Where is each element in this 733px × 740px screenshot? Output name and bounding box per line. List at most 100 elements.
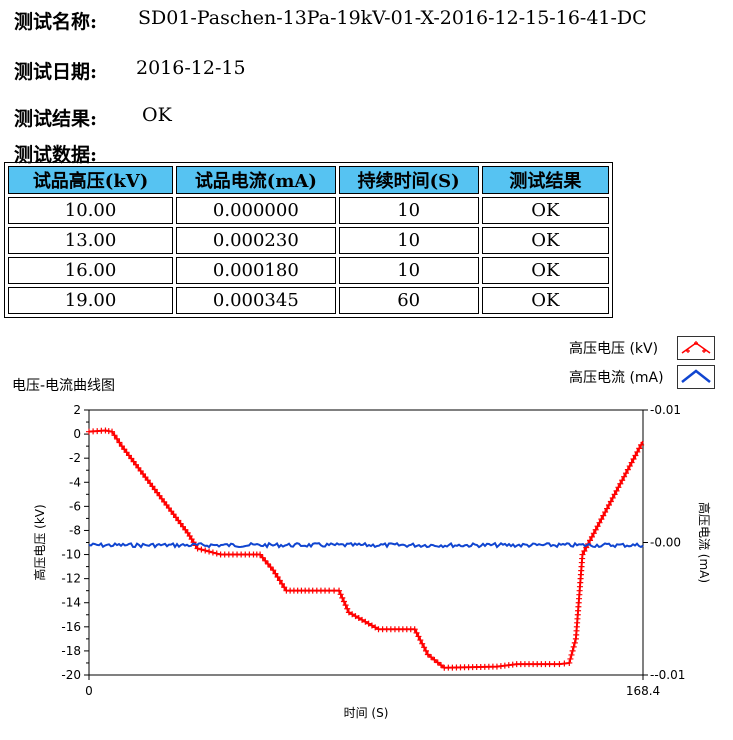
y-tick-label: -2: [69, 451, 81, 465]
voltage-point: [566, 659, 573, 666]
voltage-point: [419, 640, 426, 647]
voltage-point: [186, 532, 193, 539]
voltage-point: [182, 526, 189, 533]
voltage-point: [615, 484, 622, 491]
legend-current: 高压电流 (mA): [569, 365, 715, 389]
cell-result: OK: [481, 287, 609, 314]
voltage-point: [163, 501, 170, 508]
voltage-point: [118, 443, 125, 450]
chart-title: 电压-电流曲线图: [12, 378, 116, 394]
voltage-point: [194, 545, 201, 552]
y-tick-label: -8: [69, 523, 81, 537]
table-row: 16.00 0.000180 10 OK: [8, 257, 609, 284]
voltage-point: [339, 594, 346, 601]
voltage-point: [144, 477, 151, 484]
voltage-point: [125, 452, 132, 459]
test-data-row: 测试数据:: [14, 140, 97, 167]
voltage-point: [611, 491, 618, 498]
y-tick-label: 0: [73, 427, 81, 441]
test-date-row: 测试日期: 2016-12-15: [14, 57, 246, 84]
voltage-point: [415, 633, 422, 640]
voltage-point: [359, 616, 366, 623]
voltage-point: [556, 661, 563, 668]
voltage-point: [411, 626, 418, 633]
voltage-point: [588, 533, 595, 540]
cell-current: 0.000230: [176, 227, 336, 254]
x-tick-label: 0: [85, 684, 93, 698]
voltage-point: [175, 517, 182, 524]
y2-axis-label: 高压电流 (mA): [697, 502, 712, 583]
voltage-point: [600, 512, 607, 519]
table-row: 13.00 0.000230 10 OK: [8, 227, 609, 254]
voltage-point: [272, 570, 279, 577]
voltage-point: [342, 602, 349, 609]
voltage-point: [607, 498, 614, 505]
voltage-point: [132, 461, 139, 468]
header-duration: 持续时间(S): [338, 166, 479, 194]
voltage-point: [116, 439, 123, 446]
voltage-point: [619, 477, 626, 484]
y2-tick-label: --0.01: [650, 668, 685, 682]
voltage-point: [179, 523, 186, 530]
voltage-point: [567, 655, 574, 662]
voltage-point: [140, 471, 147, 478]
voltage-point: [202, 547, 209, 554]
cell-voltage: 13.00: [8, 227, 174, 254]
voltage-point: [337, 591, 344, 598]
cell-current: 0.000000: [176, 197, 336, 224]
voltage-point: [154, 489, 161, 496]
voltage-point: [109, 428, 116, 435]
voltage-point: [590, 530, 597, 537]
voltage-point: [161, 498, 168, 505]
cell-voltage: 16.00: [8, 257, 174, 284]
voltage-point: [431, 656, 438, 663]
voltage-point: [570, 643, 577, 650]
voltage-point: [632, 452, 639, 459]
voltage-point: [365, 620, 372, 627]
test-data-label: 测试数据:: [14, 144, 98, 166]
chart-axes: [88, 409, 644, 676]
voltage-point: [149, 483, 156, 490]
voltage-point: [344, 605, 351, 612]
voltage-point: [276, 577, 283, 584]
legend-current-swatch[interactable]: [677, 365, 715, 389]
test-name-label: 测试名称:: [14, 11, 98, 33]
voltage-point: [267, 564, 274, 571]
voltage-point: [128, 455, 135, 462]
y2-tick-label: -0.00: [650, 536, 681, 550]
y-tick-label: -18: [61, 644, 81, 658]
y-tick-label: -12: [61, 572, 81, 586]
cell-voltage: 10.00: [8, 197, 174, 224]
voltage-point: [424, 651, 431, 658]
legend-voltage: 高压电压 (kV): [569, 336, 715, 360]
voltage-point: [259, 554, 266, 561]
y-tick-label: -10: [61, 548, 81, 562]
voltage-point: [571, 639, 578, 646]
voltage-point: [340, 598, 347, 605]
voltage-point: [170, 511, 177, 518]
voltage-point: [592, 526, 599, 533]
voltage-point: [336, 587, 343, 594]
voltage-point: [281, 584, 288, 591]
voltage-point: [579, 551, 586, 558]
voltage-point: [352, 613, 359, 620]
y-tick-label: -16: [61, 620, 81, 634]
voltage-point: [630, 456, 637, 463]
voltage-point: [604, 505, 611, 512]
voltage-point: [274, 574, 281, 581]
voltage-point: [345, 609, 352, 616]
cell-duration: 10: [338, 197, 479, 224]
voltage-point: [561, 660, 568, 667]
x-tick-label: 168.4: [626, 684, 660, 698]
voltage-point: [628, 459, 635, 466]
voltage-point: [355, 614, 362, 621]
y-axis-label: 高压电压 (kV): [32, 504, 47, 580]
voltage-point: [636, 445, 643, 452]
legend-voltage-swatch[interactable]: [677, 336, 715, 360]
table-row: 19.00 0.000345 60 OK: [8, 287, 609, 314]
test-result-label: 测试结果:: [14, 108, 98, 130]
voltage-point: [434, 659, 441, 666]
voltage-point: [413, 629, 420, 636]
voltage-point: [598, 516, 605, 523]
cell-duration: 60: [338, 287, 479, 314]
